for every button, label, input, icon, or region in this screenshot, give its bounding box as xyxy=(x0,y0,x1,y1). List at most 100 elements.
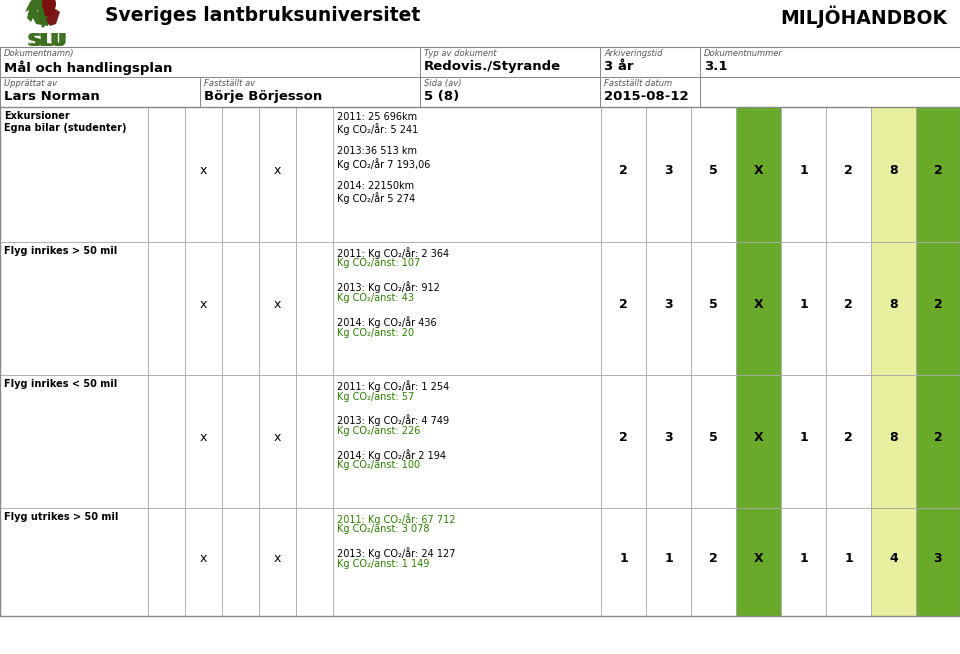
Text: 5 (8): 5 (8) xyxy=(424,90,459,103)
Text: Kg CO₂/anst: 100: Kg CO₂/anst: 100 xyxy=(337,460,420,470)
Bar xyxy=(736,375,781,508)
Bar xyxy=(0,107,960,616)
Text: 5: 5 xyxy=(709,431,718,444)
Text: 2014: 22150km: 2014: 22150km xyxy=(337,181,414,191)
Polygon shape xyxy=(33,6,52,26)
Text: 2: 2 xyxy=(619,164,628,177)
Text: Redovis./Styrande: Redovis./Styrande xyxy=(424,60,562,73)
Text: 2011: Kg CO₂/år: 67 712: 2011: Kg CO₂/år: 67 712 xyxy=(337,513,455,525)
Bar xyxy=(259,242,296,375)
Bar xyxy=(333,242,601,375)
Text: MILJÖHANDBOK: MILJÖHANDBOK xyxy=(780,6,947,29)
Text: Kg CO₂/anst: 226: Kg CO₂/anst: 226 xyxy=(337,426,420,436)
Text: X: X xyxy=(754,431,763,444)
Bar xyxy=(646,375,691,508)
Bar xyxy=(296,375,333,508)
Bar xyxy=(222,508,259,616)
Text: Kg CO₂/anst: 20: Kg CO₂/anst: 20 xyxy=(337,328,414,337)
Bar xyxy=(736,508,781,616)
Text: Kg CO₂/år 7 193,06: Kg CO₂/år 7 193,06 xyxy=(337,158,430,170)
Text: 2013: Kg CO₂/år: 4 749: 2013: Kg CO₂/år: 4 749 xyxy=(337,415,449,426)
Text: 3: 3 xyxy=(934,551,943,564)
Bar xyxy=(781,508,826,616)
Bar xyxy=(646,107,691,242)
Text: 2: 2 xyxy=(934,164,943,177)
Text: 2: 2 xyxy=(619,298,628,311)
Bar xyxy=(916,242,960,375)
Text: 2011: 25 696km: 2011: 25 696km xyxy=(337,112,418,122)
Bar xyxy=(0,375,148,508)
Text: 8: 8 xyxy=(889,164,898,177)
Bar xyxy=(826,375,871,508)
Text: Arkiveringstid: Arkiveringstid xyxy=(604,49,662,58)
Text: x: x xyxy=(200,298,207,311)
Text: Flyg utrikes > 50 mil: Flyg utrikes > 50 mil xyxy=(4,512,118,522)
Text: Mål och handlingsplan: Mål och handlingsplan xyxy=(4,60,173,75)
Bar xyxy=(601,375,646,508)
Text: 4: 4 xyxy=(889,551,898,564)
Text: Börje Börjesson: Börje Börjesson xyxy=(204,90,323,103)
Bar xyxy=(916,508,960,616)
Bar xyxy=(0,508,148,616)
Text: X: X xyxy=(754,551,763,564)
Text: Dokumentnummer: Dokumentnummer xyxy=(704,49,782,58)
Text: Kg CO₂/år: 5 241: Kg CO₂/år: 5 241 xyxy=(337,124,419,135)
Bar xyxy=(871,242,916,375)
Text: 2: 2 xyxy=(619,431,628,444)
Text: Kg CO₂/anst: 1 149: Kg CO₂/anst: 1 149 xyxy=(337,559,429,569)
Text: 5: 5 xyxy=(709,164,718,177)
Text: 1: 1 xyxy=(799,431,808,444)
Text: Fastställt datum: Fastställt datum xyxy=(604,79,672,88)
Bar xyxy=(259,375,296,508)
Text: 3: 3 xyxy=(664,431,673,444)
Bar xyxy=(646,242,691,375)
Bar xyxy=(691,242,736,375)
Bar xyxy=(691,107,736,242)
Bar xyxy=(736,242,781,375)
Text: 1: 1 xyxy=(664,551,673,564)
Text: 8: 8 xyxy=(889,431,898,444)
Text: Exkursioner: Exkursioner xyxy=(4,111,70,121)
Text: Egna bilar (studenter): Egna bilar (studenter) xyxy=(4,123,127,133)
Bar xyxy=(0,242,148,375)
Bar xyxy=(296,107,333,242)
Text: 2: 2 xyxy=(709,551,718,564)
Bar xyxy=(781,107,826,242)
Text: Kg CO₂/anst: 57: Kg CO₂/anst: 57 xyxy=(337,392,415,402)
Polygon shape xyxy=(25,0,47,22)
Text: 2015-08-12: 2015-08-12 xyxy=(604,90,688,103)
Bar xyxy=(185,375,222,508)
Text: 2011: Kg CO₂/år: 2 364: 2011: Kg CO₂/år: 2 364 xyxy=(337,247,449,259)
Bar xyxy=(691,375,736,508)
Bar xyxy=(333,508,601,616)
Text: 2: 2 xyxy=(844,164,852,177)
Text: Flyg inrikes > 50 mil: Flyg inrikes > 50 mil xyxy=(4,246,117,256)
Text: 2: 2 xyxy=(934,431,943,444)
Text: x: x xyxy=(200,551,207,564)
Text: 1: 1 xyxy=(799,551,808,564)
Text: 2014: Kg CO₂/år 2 194: 2014: Kg CO₂/år 2 194 xyxy=(337,449,446,461)
Bar xyxy=(646,508,691,616)
Text: Dokumentnamn): Dokumentnamn) xyxy=(4,49,75,58)
Bar xyxy=(333,107,601,242)
Bar xyxy=(916,375,960,508)
Bar xyxy=(185,508,222,616)
Bar xyxy=(916,107,960,242)
Text: 8: 8 xyxy=(889,298,898,311)
Bar xyxy=(601,508,646,616)
Text: Lars Norman: Lars Norman xyxy=(4,90,100,103)
Text: Sida (av): Sida (av) xyxy=(424,79,462,88)
Bar xyxy=(222,375,259,508)
Text: Typ av dokument: Typ av dokument xyxy=(424,49,496,58)
Bar xyxy=(222,242,259,375)
Text: 2: 2 xyxy=(934,298,943,311)
Text: X: X xyxy=(754,164,763,177)
Bar xyxy=(826,107,871,242)
Text: 2013: Kg CO₂/år: 24 127: 2013: Kg CO₂/år: 24 127 xyxy=(337,547,455,559)
Bar xyxy=(736,107,781,242)
Ellipse shape xyxy=(44,7,54,17)
Text: 1: 1 xyxy=(844,551,852,564)
Bar xyxy=(0,77,960,107)
Bar xyxy=(0,47,960,77)
Text: x: x xyxy=(274,164,281,177)
